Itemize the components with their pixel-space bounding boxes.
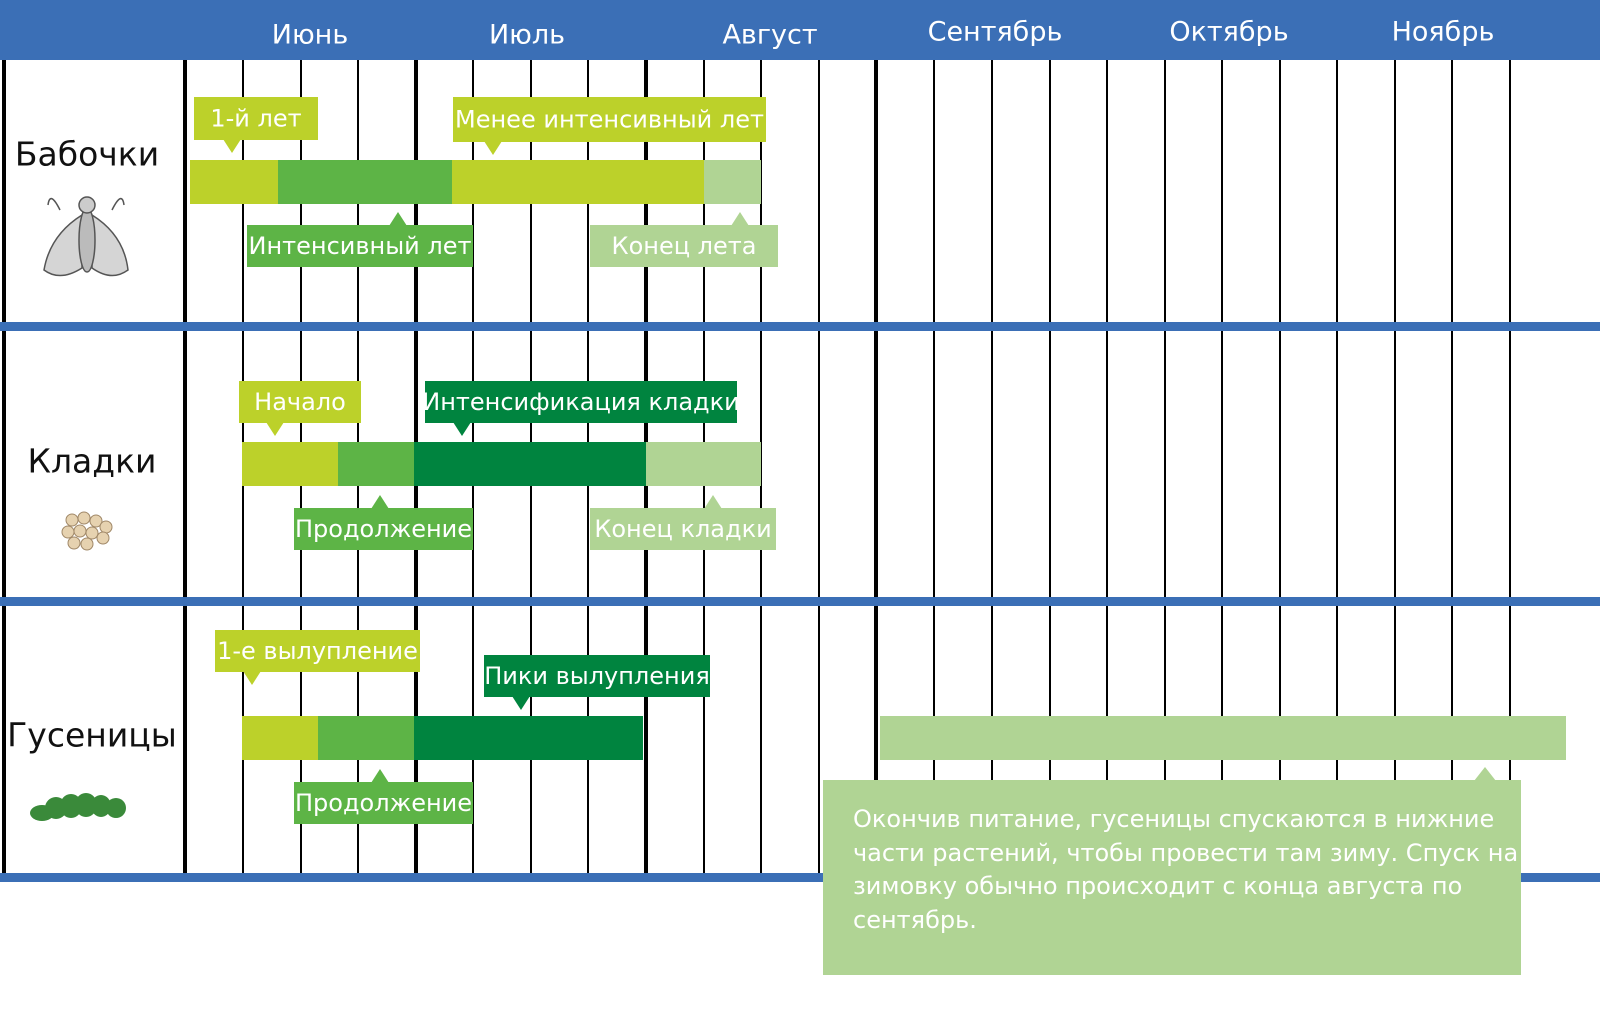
callouts: 1-й лет Менее интенсивный лет Интенсивный … (194, 97, 778, 824)
phase-bar (190, 160, 278, 204)
phase-bar (414, 442, 646, 486)
phase-bar (278, 160, 452, 204)
eggs-icon (61, 511, 113, 551)
phase-bar (242, 716, 318, 760)
phase-bar (880, 716, 1566, 760)
month-label: Август (722, 20, 817, 51)
label-cell (6, 333, 182, 595)
callout-box (239, 381, 361, 423)
callout-box (590, 508, 776, 550)
callout-pointer (731, 212, 749, 226)
month-label: Ноябрь (1392, 17, 1495, 48)
row-label: Бабочки (15, 135, 159, 174)
note-pointer (1474, 767, 1496, 781)
callout-box (425, 381, 737, 423)
note-box (823, 780, 1521, 975)
callout-pointer (389, 212, 407, 226)
label-cell (6, 608, 182, 871)
callout-box (215, 630, 420, 672)
callout-box (247, 225, 473, 267)
callout-label: Пики вылупления (484, 662, 710, 690)
callout-label: 1-е вылупление (217, 637, 418, 665)
callout-label: Конец лета (612, 232, 757, 260)
callout-pointer (243, 671, 261, 685)
caterpillar-icon (30, 793, 126, 821)
note-line: части растений, чтобы провести там зиму.… (853, 839, 1518, 867)
callout-box (484, 655, 710, 697)
callout-pointer (453, 422, 471, 436)
callout-label: Интенсивный лет (249, 232, 472, 260)
callout-pointer (371, 769, 389, 783)
callout-pointer (266, 422, 284, 436)
callout-box (294, 508, 473, 550)
callout-pointer (512, 696, 530, 710)
row-separator (0, 597, 1600, 606)
phase-bar (646, 442, 761, 486)
phase-bar (414, 716, 643, 760)
callout-label: Менее интенсивный лет (455, 106, 764, 134)
callout-label: Конец кладки (594, 515, 771, 543)
callout-label: Продолжение (295, 789, 472, 817)
callout-label: Интенсификация кладки (422, 388, 739, 416)
callout-pointer (371, 495, 389, 509)
moth-icon (43, 196, 129, 277)
callout-box (294, 782, 473, 824)
callout-label: Начало (254, 388, 346, 416)
header-band (0, 0, 1600, 60)
callout-box (590, 225, 778, 267)
callout-pointer (223, 139, 241, 153)
month-label: Июнь (272, 20, 349, 51)
bars (190, 160, 1566, 760)
callout-box (453, 97, 766, 142)
phase-bar (242, 442, 338, 486)
note-line: зимовку обычно происходит с конца август… (853, 872, 1462, 900)
phase-bar (338, 442, 414, 486)
note-line: сентябрь. (853, 906, 977, 934)
note-line: Окончив питание, гусеницы спускаются в н… (853, 805, 1494, 833)
phase-bar (452, 160, 704, 204)
phase-bar (318, 716, 414, 760)
callout-label: Продолжение (295, 515, 472, 543)
callout-pointer (704, 495, 722, 509)
row-separator (0, 873, 1600, 882)
label-cell (6, 62, 182, 320)
callout-label: 1-й лет (210, 105, 301, 133)
row-label: Гусеницы (7, 716, 177, 755)
phase-bar (704, 160, 761, 204)
callout-pointer (484, 141, 502, 155)
callout-box (194, 97, 318, 140)
row-separator (0, 322, 1600, 331)
month-label: Июль (489, 20, 565, 51)
month-label: Сентябрь (928, 17, 1063, 48)
month-label: Октябрь (1169, 17, 1288, 48)
row-label: Кладки (28, 442, 157, 481)
